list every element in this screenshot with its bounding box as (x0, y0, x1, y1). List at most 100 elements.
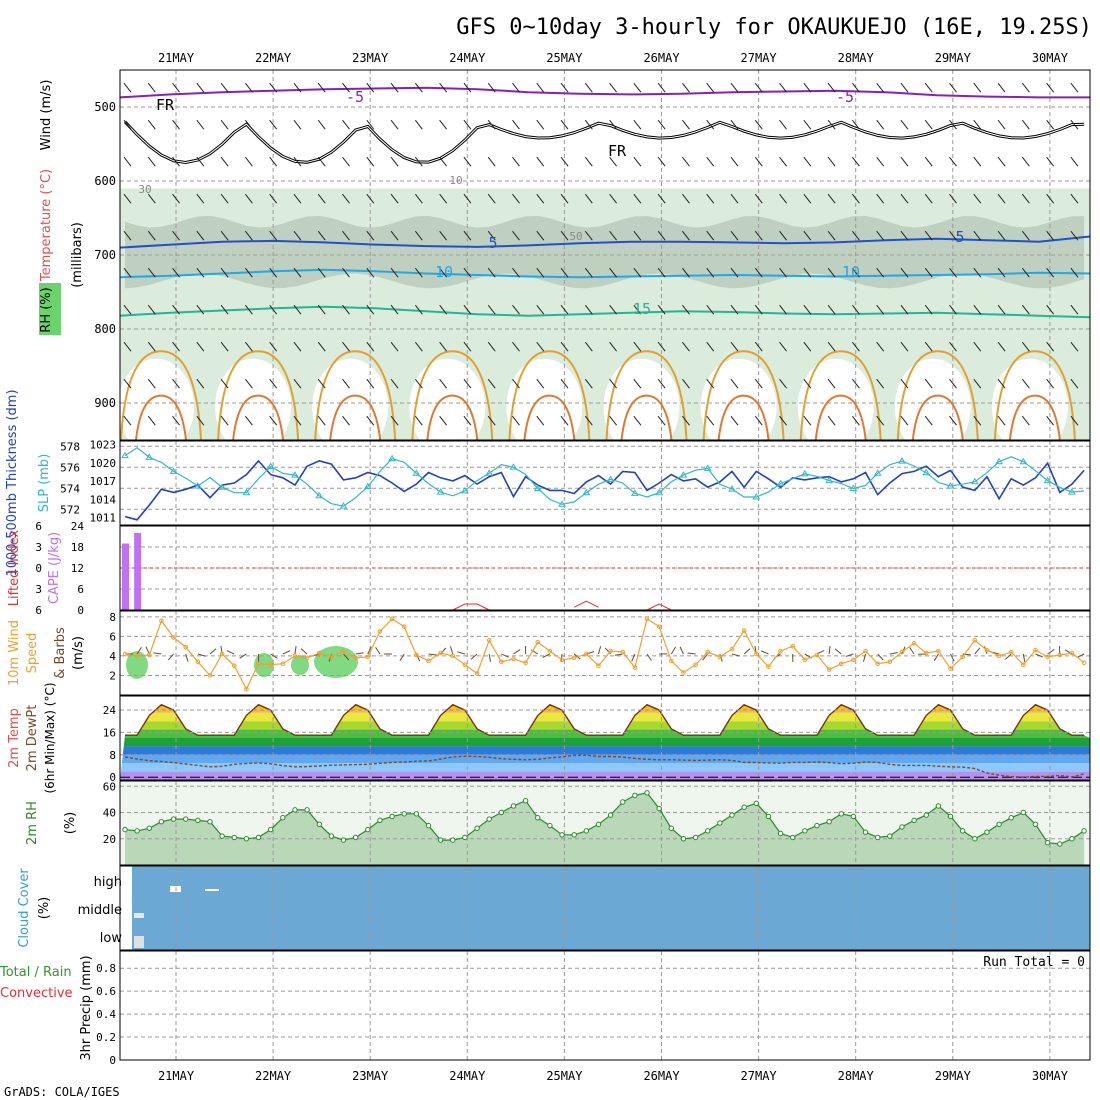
wind-barb (852, 82, 860, 93)
wind-barb (633, 119, 642, 130)
slp-marker (315, 491, 324, 499)
rh-frame (119, 780, 1091, 866)
top-date-label: 21MAY (158, 51, 195, 65)
wind-barb (949, 415, 957, 426)
wind-barb (584, 267, 593, 278)
wind-barb (657, 156, 666, 167)
wind-speed-point (535, 639, 541, 645)
rh-point (304, 807, 310, 813)
li-tick-label: 3 (35, 583, 42, 596)
wind-barb (1021, 119, 1030, 130)
slp-marker (412, 469, 421, 476)
dewpoint-line (124, 754, 1085, 778)
cloud-units-label: (%) (37, 897, 52, 920)
wind-speed-point (316, 650, 322, 656)
rh-point (972, 836, 978, 842)
wind-barb (852, 230, 860, 241)
wind-barb (633, 230, 642, 241)
wind-barb (487, 341, 496, 352)
pressure-tick-label: 500 (94, 100, 116, 114)
wind-barb (512, 82, 520, 93)
wind-barb (560, 230, 569, 241)
rh-point (292, 807, 298, 813)
slp-marker (121, 451, 129, 459)
wind-barb (390, 193, 399, 204)
cape-tick-label: 12 (71, 562, 84, 575)
wind-barb (876, 119, 885, 130)
wind-barb (706, 82, 715, 93)
wind-barb (245, 378, 253, 389)
rh-point (887, 833, 893, 839)
rh-point (814, 822, 820, 829)
contour-label: 10 (842, 263, 860, 281)
wind-speed-point (426, 658, 431, 664)
wind-barb (123, 304, 132, 315)
slp-marker (800, 469, 809, 477)
wind-barb (196, 230, 205, 241)
rh-point (911, 817, 917, 824)
rh-point (777, 830, 784, 837)
wind-barb (390, 415, 399, 426)
wind10m-barb (909, 647, 915, 655)
wind-barb (390, 156, 399, 167)
wind-tick-label: 2 (109, 669, 116, 682)
wind-speed-point (523, 660, 528, 666)
rh-point (571, 832, 577, 838)
warm-isotherm-outer (314, 350, 397, 441)
slp-axis-label: SLP (mb) (37, 454, 52, 513)
wind-barb (439, 156, 448, 167)
rh-point (450, 837, 456, 843)
thickness-tick-label: 576 (60, 461, 80, 474)
slp-marker (145, 453, 154, 460)
wind-barb (269, 230, 278, 241)
rh-point (437, 837, 444, 843)
wind-frame (119, 610, 1091, 696)
bottom-date-label: 29MAY (935, 1069, 972, 1083)
wind-speed-point (863, 648, 868, 654)
rh-point (656, 805, 662, 812)
wind-barb (512, 341, 520, 352)
rh-point (134, 828, 140, 834)
cloud-level-label: low (100, 931, 123, 946)
freezing-level-line (123, 120, 1085, 165)
slp-marker (169, 467, 178, 474)
rh-point (377, 817, 383, 824)
wind-barb (560, 193, 569, 204)
wind-barb (487, 193, 496, 204)
wind-barb (852, 119, 860, 130)
rh-point (984, 829, 990, 835)
wind-barb (900, 119, 909, 130)
wind-barb (487, 378, 496, 389)
wind-barb (657, 82, 666, 93)
slp-marker (898, 457, 906, 464)
wind-barb (609, 378, 617, 389)
wind-barb (560, 82, 569, 93)
bottom-date-label: 23MAY (352, 1069, 389, 1083)
wind10m-barb (1076, 653, 1085, 658)
thickness-tick-label: 578 (60, 440, 80, 453)
temp2m-panel: 0 8 16 24 (103, 695, 1091, 784)
bottom-date-label: 22MAY (255, 1069, 292, 1083)
slp-marker (679, 471, 688, 478)
wind-speed-point (656, 624, 662, 629)
wind-barb (414, 415, 423, 426)
wind-speed-point (219, 651, 225, 657)
wind-barb (439, 304, 448, 315)
slp-marker (922, 468, 931, 476)
wind-barb (584, 378, 593, 389)
wind-barb (779, 267, 787, 278)
wind-barb (1046, 415, 1055, 426)
wind-barb (463, 415, 472, 426)
wind-barb (633, 267, 642, 278)
wind-barb (536, 378, 545, 389)
wind-barb (1070, 193, 1079, 204)
wind-barb (220, 193, 229, 204)
wind-barb (196, 304, 205, 315)
wind-barb (779, 304, 787, 315)
cloud-cover-panel: high middle low (78, 865, 1091, 951)
wind-speed-point (851, 657, 856, 663)
wind10m-barb (1022, 653, 1026, 662)
wind-barb (366, 415, 375, 426)
wind-barb (1021, 82, 1030, 93)
